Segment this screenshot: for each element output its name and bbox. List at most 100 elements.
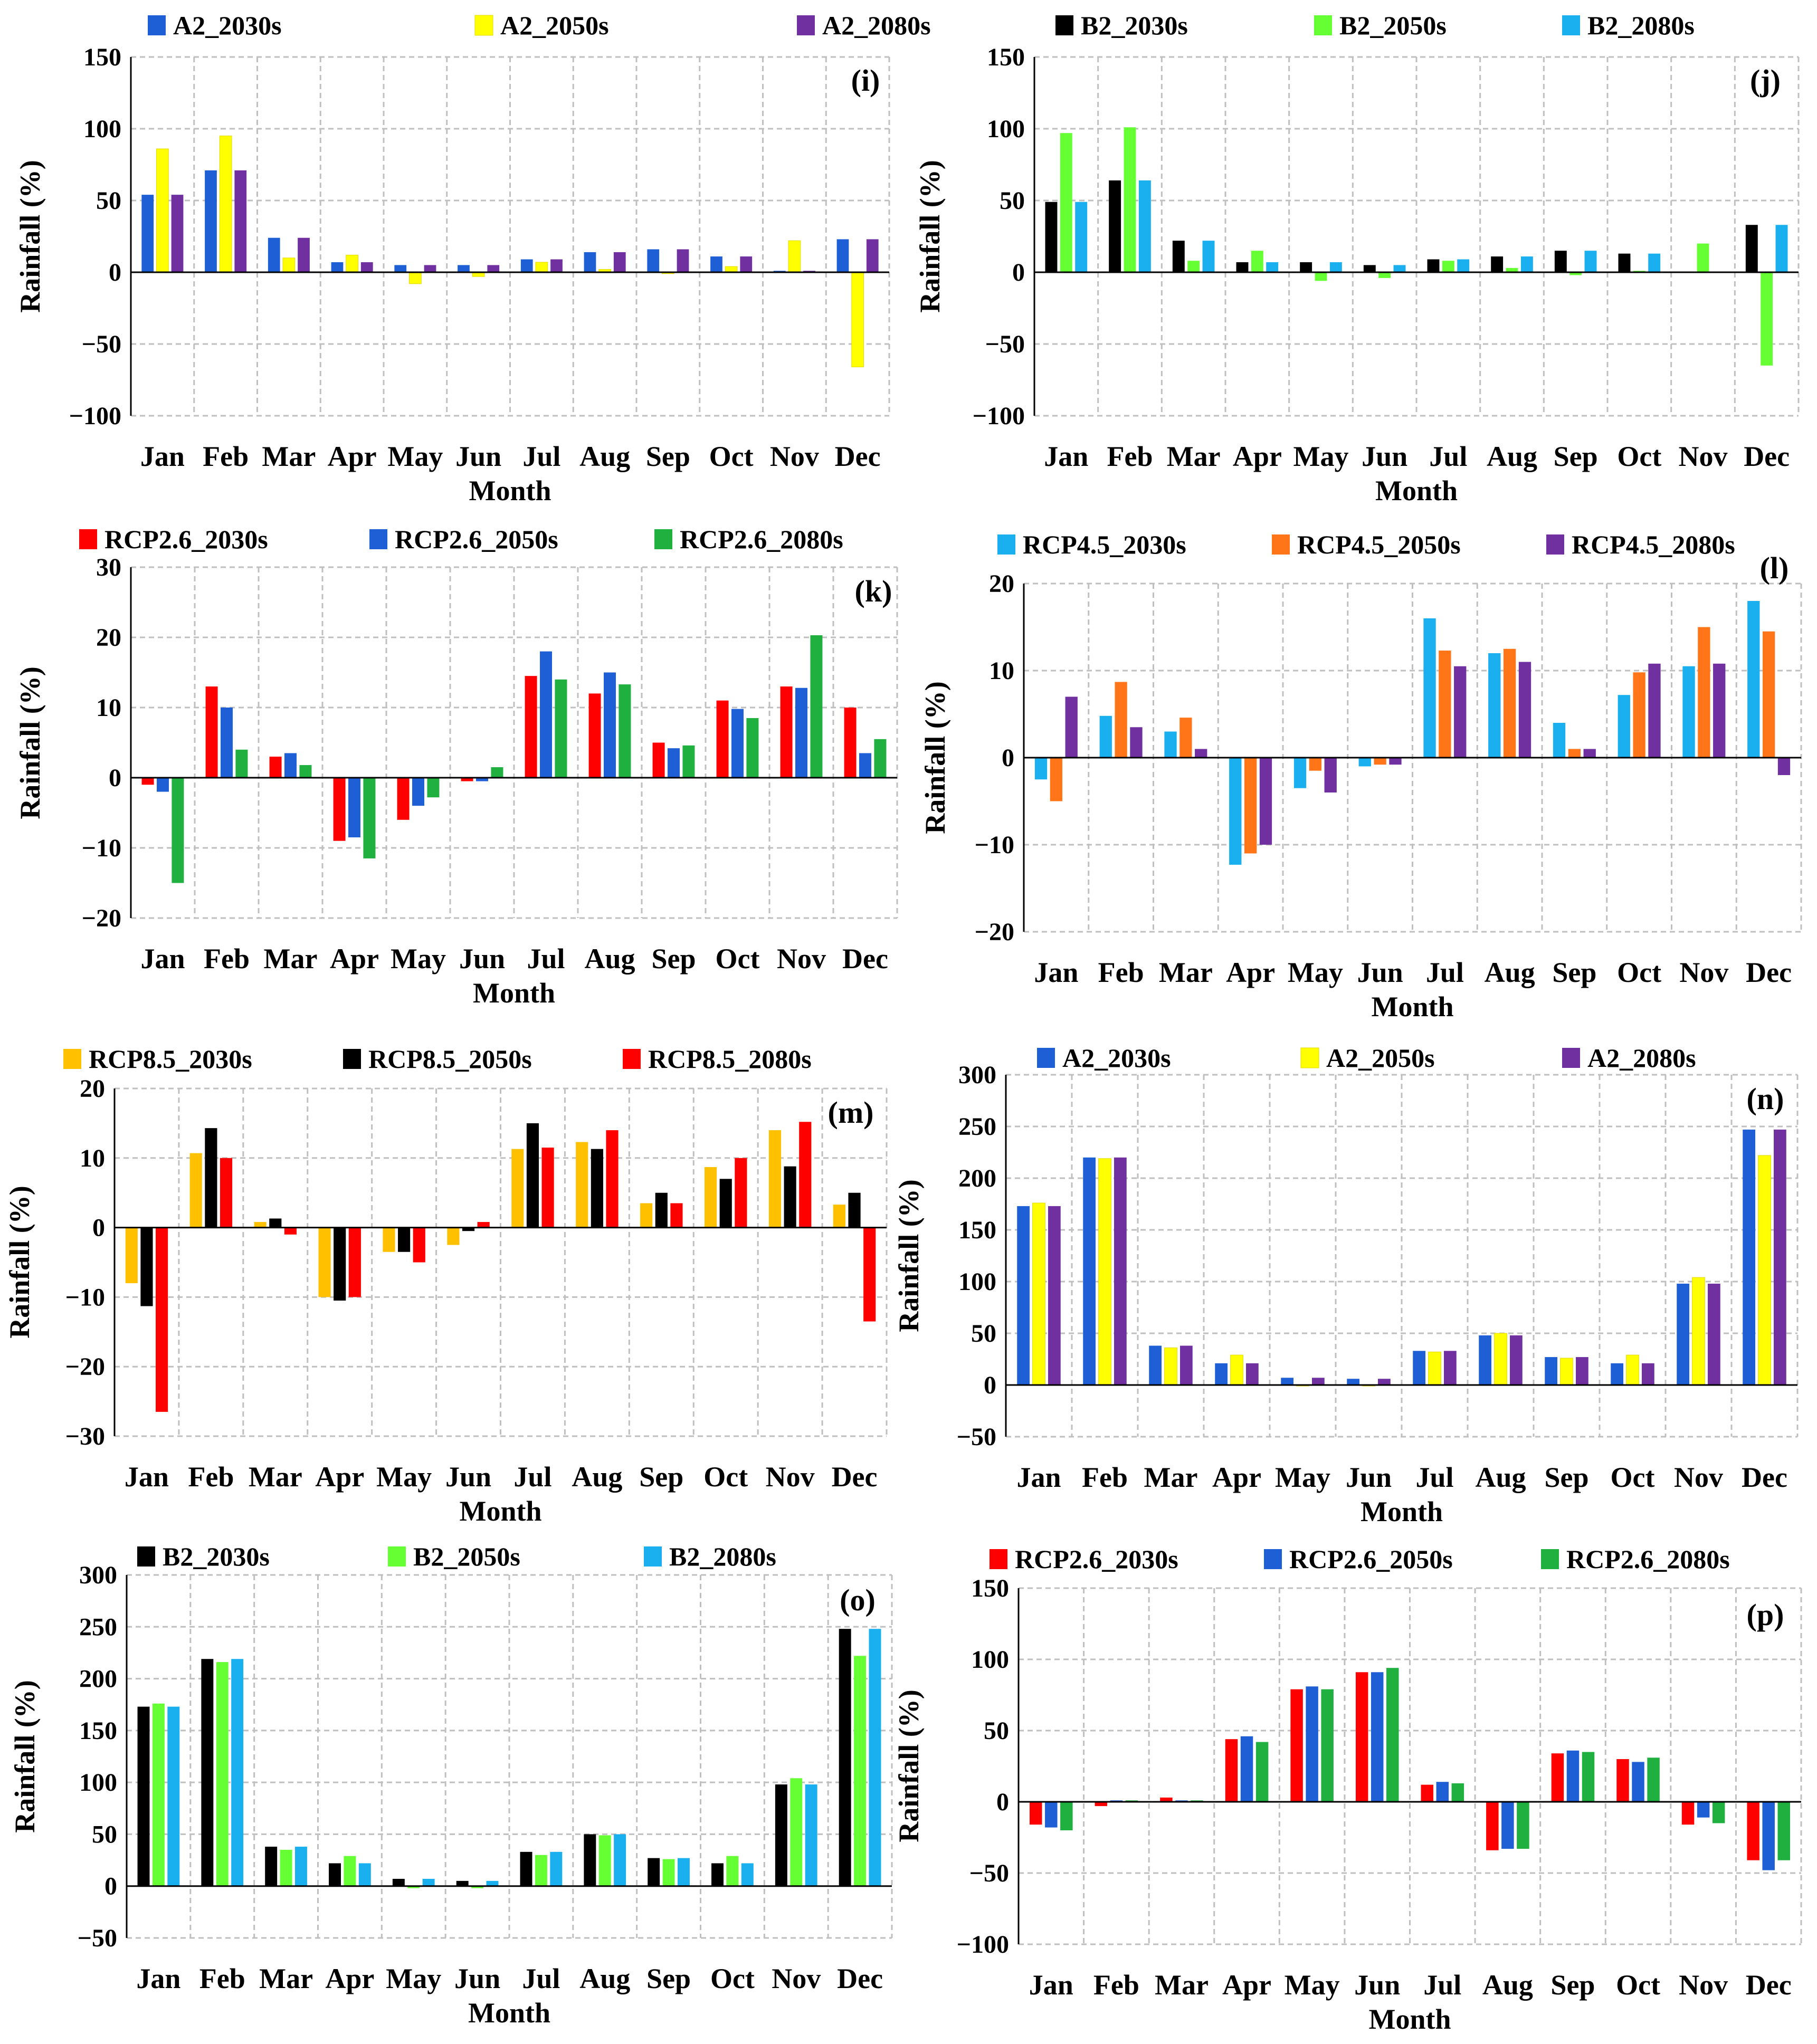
y-tick-label: 0 [984,1371,996,1399]
bar-B2_2050s-Jul [1442,261,1454,272]
bar-A2_2080s-Mar [298,237,310,272]
bar-RCP2.6_2030s-Nov [1681,1802,1695,1825]
bar-RCP8.5_2050s-Aug [591,1149,603,1228]
x-tick-label: May [391,943,446,975]
chart-panel-j: −100 −50 0 50 100 150 Jan Feb Mar Apr May Jun Jul Aug… [914,11,1800,507]
y-tick-label: 50 [984,1717,1009,1745]
bar-RCP8.5_2050s-Apr [334,1227,346,1301]
bar-B2_2030s-Apr [1236,262,1249,272]
bar-RCP4.5_2080s-Oct [1648,663,1661,758]
y-axis-title: Rainfall (%) [893,1689,925,1842]
legend-swatch [1546,534,1564,555]
bar-A2_2050s-Feb [1098,1158,1111,1386]
chart-panel-p: −100 −50 0 50 100 150 Jan Feb Mar Apr May Jun Jul Aug… [893,1544,1802,2035]
legend-swatch [79,529,97,549]
bar-RCP8.5_2050s-Jun [462,1227,475,1231]
x-tick-label: Feb [188,1461,234,1493]
y-tick-label: −10 [82,834,121,862]
y-tick-label: 100 [83,115,121,143]
x-axis-title: Month [469,475,551,507]
bar-RCP4.5_2080s-Jul [1454,666,1467,758]
bar-RCP2.6_2080s-Oct [746,718,759,778]
bar-RCP8.5_2050s-Jan [140,1227,153,1306]
bar-RCP4.5_2030s-May [1293,758,1307,788]
chart-panel-o: −50 0 50 100 150 200 250 300 Jan Feb Mar Apr May Jun J… [9,1542,893,2029]
legend-entry-label: B2_2030s [1081,11,1188,40]
bar-B2_2050s-Dec [854,1656,867,1886]
bar-B2_2050s-Mar [280,1849,292,1886]
y-tick-label: 200 [958,1164,996,1192]
x-axis-title: Month [468,1997,550,2029]
bar-B2_2050s-Oct [726,1856,739,1886]
legend-swatch [1037,1048,1055,1068]
y-tick-label: −20 [82,904,121,932]
y-tick-label: −50 [969,1859,1009,1887]
panel-label: (i) [851,63,880,98]
bar-RCP2.6_2030s-Mar [269,757,282,778]
x-tick-label: Jul [522,441,560,472]
x-tick-label: Jun [1354,1969,1400,2001]
x-tick-label: Nov [1679,1969,1728,2001]
x-tick-label: Jan [1029,1969,1073,2001]
x-tick-label: Nov [777,943,826,975]
bar-RCP8.5_2050s-Dec [848,1192,861,1228]
bar-RCP8.5_2030s-Dec [833,1205,845,1228]
bar-B2_2030s-Jan [1045,202,1058,272]
bar-RCP2.6_2030s-Jul [1421,1784,1433,1802]
bar-RCP2.6_2030s-Oct [716,700,729,778]
bar-B2_2030s-Feb [201,1659,214,1886]
bar-RCP8.5_2080s-May [413,1227,425,1263]
bar-RCP2.6_2030s-Nov [780,686,793,778]
bar-B2_2030s-Jul [1427,259,1440,272]
x-tick-label: May [376,1461,432,1493]
bar-RCP2.6_2030s-Oct [1616,1759,1629,1802]
bar-RCP2.6_2080s-Jan [1060,1802,1073,1830]
bar-RCP8.5_2080s-Mar [284,1227,297,1235]
y-tick-label: 50 [96,187,121,215]
bar-B2_2050s-Mar [1187,261,1200,272]
x-tick-label: Jan [1034,957,1078,988]
bar-RCP2.6_2080s-Sep [1582,1752,1595,1802]
y-tick-label: −50 [78,1924,117,1952]
bar-RCP8.5_2030s-May [383,1227,395,1252]
bar-RCP4.5_2030s-Jun [1358,758,1371,767]
bar-RCP8.5_2050s-Sep [655,1192,668,1228]
bar-A2_2050s-Jul [1428,1351,1441,1386]
bar-B2_2030s-Aug [1491,256,1504,272]
bar-RCP4.5_2050s-Jul [1439,651,1451,758]
bar-A2_2050s-Oct [1626,1354,1639,1386]
panel-label: (j) [1750,63,1781,98]
legend-swatch [63,1049,81,1069]
bar-A2_2050s-Aug [1494,1333,1507,1386]
bar-A2_2030s-May [394,265,407,272]
bar-RCP2.6_2050s-Dec [859,753,871,778]
y-tick-label: 100 [958,1268,996,1296]
bar-RCP2.6_2080s-Aug [1517,1802,1529,1849]
bar-B2_2050s-Sep [1569,272,1582,275]
bar-A2_2050s-Oct [725,266,738,273]
legend-entry-label: B2_2030s [163,1542,270,1571]
legend-swatch [1562,15,1580,35]
bar-A2_2030s-Aug [584,252,596,272]
bar-B2_2050s-Sep [662,1859,675,1886]
legend-entry-label: RCP4.5_2030s [1023,530,1186,559]
x-tick-label: Jan [125,1461,169,1493]
bar-A2_2030s-Jun [1347,1379,1359,1385]
bar-RCP2.6_2080s-Feb [235,749,248,778]
legend: A2_2030s A2_2050s A2_2080s [148,11,931,40]
bar-RCP2.6_2080s-Mar [299,765,312,778]
x-tick-label: May [1285,1969,1340,2001]
x-tick-label: Apr [330,943,379,975]
bar-B2_2080s-Jun [1393,265,1406,272]
bar-RCP2.6_2050s-Jul [540,651,552,778]
bar-A2_2080s-May [1312,1378,1325,1385]
bar-RCP8.5_2030s-Feb [189,1153,202,1228]
panel-label: (p) [1747,1598,1784,1632]
bar-B2_2080s-Jan [167,1706,180,1886]
legend-swatch [474,15,493,36]
bar-RCP8.5_2080s-Sep [670,1203,683,1228]
bar-A2_2080s-Dec [1774,1129,1786,1385]
y-tick-label: 10 [96,694,121,722]
bar-RCP8.5_2080s-Aug [606,1130,619,1228]
bar-B2_2030s-May [392,1878,405,1886]
